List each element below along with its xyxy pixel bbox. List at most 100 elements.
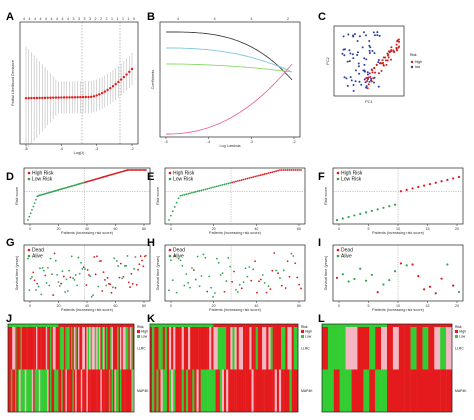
- chart-g-point: [74, 274, 77, 276]
- chart-g-point: [118, 276, 121, 279]
- chart-e-point: [290, 169, 293, 171]
- chart-c-point-low: [354, 69, 357, 72]
- chart-e-point: [273, 170, 276, 173]
- chart-e-point: [215, 185, 218, 188]
- chart-j-risk-cell: [97, 324, 100, 327]
- chart-k-risk-cell: [228, 324, 231, 327]
- chart-j-risk-cell: [41, 324, 44, 327]
- chart-j-cell: [97, 369, 100, 412]
- chart-k-cell: [190, 327, 193, 370]
- chart-i-point: [335, 276, 339, 279]
- chart-g-point: [40, 293, 43, 296]
- chart-k-cell: [202, 369, 206, 412]
- chart-j-legend-high: High: [141, 330, 148, 334]
- chart-g-legend-alive-dot: [27, 254, 31, 258]
- chart-k-cell: [228, 369, 231, 412]
- chart-e-point: [296, 169, 299, 171]
- chart-j-risk-cell: [75, 324, 77, 327]
- chart-h-point: [187, 281, 190, 284]
- chart-c-legend-low: low: [415, 65, 421, 69]
- chart-j-cell: [23, 369, 25, 412]
- chart-c-point-low: [373, 81, 376, 84]
- chart-h-point: [236, 291, 239, 293]
- chart-k-cell: [247, 327, 250, 370]
- chart-j-risk-cell: [44, 324, 46, 327]
- chart-k-cell: [213, 369, 216, 412]
- chart-g-xtick-label: 20: [57, 304, 61, 308]
- chart-j-cell: [8, 369, 10, 412]
- chart-k-cell: [287, 369, 290, 412]
- chart-k-cell: [179, 369, 182, 412]
- chart-h-ylabel: Survival time (years): [156, 255, 160, 290]
- chart-h-xtick-label: 60: [297, 304, 301, 308]
- chart-j-cell: [132, 327, 135, 370]
- chart-c-point-high: [368, 72, 371, 75]
- chart-l-cell: [428, 327, 435, 370]
- chart-e-point: [236, 180, 239, 182]
- chart-a-point: [90, 95, 93, 99]
- chart-i-point: [370, 273, 373, 276]
- chart-l-cell: [345, 327, 352, 370]
- chart-c-point-low: [377, 58, 380, 61]
- chart-f-xtick-label: 20: [455, 227, 459, 231]
- chart-k-risk-cell: [253, 324, 256, 327]
- chart-d-point: [129, 169, 131, 171]
- chart-a-top-tick: 4: [23, 17, 25, 21]
- chart-i-xtick-label: 0: [338, 304, 340, 308]
- chart-j-legend-high-swatch: [137, 330, 140, 333]
- chart-g-point: [119, 262, 122, 265]
- chart-e-point: [177, 197, 180, 200]
- chart-j-cell: [34, 369, 37, 412]
- chart-l-cell: [404, 369, 411, 412]
- chart-h-point: [173, 255, 176, 257]
- chart-h-point: [240, 287, 243, 290]
- chart-e-point: [248, 177, 251, 179]
- chart-k-risk-cell: [183, 324, 187, 327]
- chart-j-risk-cell: [59, 324, 62, 327]
- chart-j-cell: [129, 369, 132, 412]
- chart-i-point: [417, 275, 420, 278]
- chart-c-point-high: [366, 77, 369, 80]
- chart-l-row-label: MAP4K: [455, 389, 467, 393]
- chart-j-risk-cell: [12, 324, 14, 327]
- chart-a-point: [130, 67, 134, 71]
- chart-h-xtick-label: 0: [170, 304, 172, 308]
- chart-g-point: [60, 282, 63, 285]
- chart-k-risk-cell: [264, 324, 267, 327]
- chart-k-risk-cell: [224, 324, 227, 327]
- chart-g-point: [101, 290, 104, 292]
- chart-j-cell: [121, 369, 123, 412]
- chart-g-point: [48, 284, 51, 287]
- chart-a-top-tick: 4: [29, 17, 31, 21]
- chart-c-point-high: [387, 56, 390, 59]
- chart-h-point: [210, 286, 212, 289]
- chart-e-point: [194, 190, 197, 193]
- chart-h-point: [217, 261, 220, 264]
- chart-g-point: [133, 267, 135, 270]
- chart-e-xtick-label: 0: [170, 227, 172, 231]
- chart-d-point: [29, 212, 32, 215]
- chart-k-cell: [209, 369, 212, 412]
- chart-j-cell: [15, 369, 17, 412]
- chart-h-point: [214, 292, 216, 294]
- chart-c-point-low: [363, 63, 366, 66]
- chart-j-cell: [92, 327, 94, 370]
- chart-e-point: [200, 189, 203, 192]
- chart-j-cell: [40, 327, 42, 370]
- chart-j-cell: [57, 327, 59, 370]
- chart-l-cell: [363, 327, 370, 370]
- chart-a-top-tick: 4: [62, 17, 64, 21]
- chart-e-point: [208, 187, 211, 190]
- chart-b-xtick-label: -2: [292, 140, 295, 144]
- chart-j-risk-cell: [85, 324, 87, 327]
- chart-l-cell: [410, 327, 417, 370]
- chart-a-point: [60, 96, 63, 99]
- chart-h-point: [171, 279, 174, 281]
- chart-j-cell: [111, 327, 114, 370]
- chart-k-risk-cell: [289, 324, 292, 327]
- chart-k-risk-cell: [247, 324, 250, 327]
- chart-j-cell: [131, 369, 133, 412]
